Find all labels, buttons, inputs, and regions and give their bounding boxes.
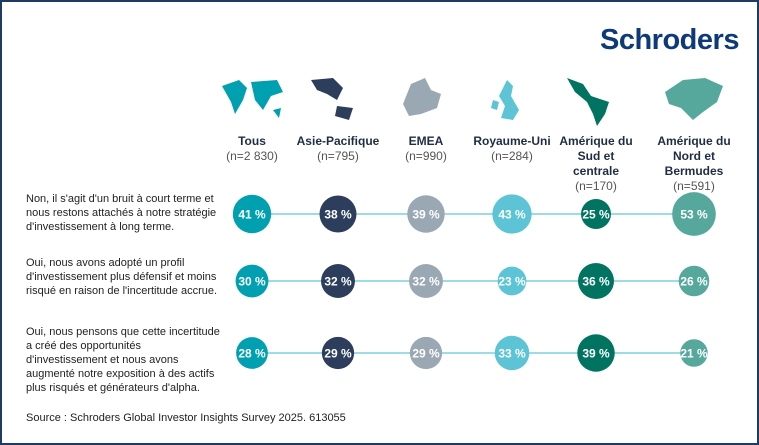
bubble: [319, 195, 357, 233]
bubble: [678, 265, 710, 297]
column-name: Amérique du Nord et Bermudes: [657, 134, 731, 178]
map-icon-5: [659, 74, 729, 126]
column-name: Amérique du Sud et centrale: [559, 134, 633, 178]
bubble-label: 32 %: [324, 275, 352, 289]
column-header: Asie-Pacifique (n=795): [295, 134, 381, 164]
bubble-label: 39 %: [582, 347, 610, 361]
map-icon-1: [303, 74, 373, 126]
map-icon-2: [391, 74, 461, 126]
column-name: Asie-Pacifique: [296, 134, 380, 148]
column-name: Royaume-Uni: [473, 134, 551, 148]
column-header: Tous (n=2 830): [209, 134, 295, 164]
bubble: [581, 199, 611, 229]
column-header: EMEA (n=990): [383, 134, 469, 164]
row-label: Non, il s'agit d'un bruit à court terme …: [26, 193, 217, 233]
bubble-label: 53 %: [680, 208, 708, 222]
column-name: Tous: [238, 134, 266, 148]
column-n: (n=2 830): [226, 149, 278, 163]
bubble: [577, 334, 615, 372]
bubble-label: 21 %: [680, 347, 708, 361]
column-name: EMEA: [408, 134, 444, 148]
bubble: [672, 192, 716, 236]
bubble-label: 25 %: [582, 208, 610, 222]
map-icon-4: [561, 74, 631, 126]
bubble: [236, 337, 268, 369]
bubble-label: 33 %: [498, 347, 526, 361]
column-header: Royaume-Uni (n=284): [469, 134, 555, 164]
row-label: Oui, nous pensons que cette incertitude …: [26, 326, 220, 394]
bubble-label: 30 %: [238, 275, 266, 289]
bubble-label: 29 %: [412, 347, 440, 361]
bubble-label: 36 %: [582, 275, 610, 289]
bubble: [232, 194, 272, 234]
column-n: (n=284): [491, 149, 533, 163]
bubble-label: 32 %: [412, 275, 440, 289]
bubble-label: 41 %: [238, 208, 266, 222]
bubble: [578, 263, 614, 299]
bubble-label: 38 %: [324, 208, 352, 222]
bubble: [680, 339, 708, 367]
bubble-label: 26 %: [680, 275, 708, 289]
bubble-label: 23 %: [498, 275, 526, 289]
bubble: [409, 336, 443, 370]
column-n: (n=591): [673, 179, 715, 193]
source-note: Source : Schroders Global Investor Insig…: [26, 412, 346, 424]
column-header: Amérique du Sud et centrale (n=170): [553, 134, 639, 194]
column-header: Amérique du Nord et Bermudes (n=591): [651, 134, 737, 194]
column-n: (n=795): [317, 149, 359, 163]
row-label: Oui, nous avons adopté un profil d'inves…: [26, 257, 218, 297]
column-n: (n=170): [575, 179, 617, 193]
map-icon-0: [217, 74, 287, 126]
bubble: [321, 336, 355, 370]
bubble-label: 39 %: [412, 208, 440, 222]
bubble-label: 43 %: [498, 208, 526, 222]
bubble: [494, 335, 530, 371]
schroders-logo: Schroders: [600, 24, 739, 56]
bubble-label: 28 %: [238, 347, 266, 361]
bubble: [492, 194, 532, 234]
bubble-label: 29 %: [324, 347, 352, 361]
map-icon-3: [477, 74, 547, 126]
bubble: [409, 264, 443, 298]
bubble: [407, 195, 445, 233]
bubble: [497, 266, 527, 296]
column-n: (n=990): [405, 149, 447, 163]
bubble: [321, 264, 355, 298]
bubble: [235, 264, 269, 298]
